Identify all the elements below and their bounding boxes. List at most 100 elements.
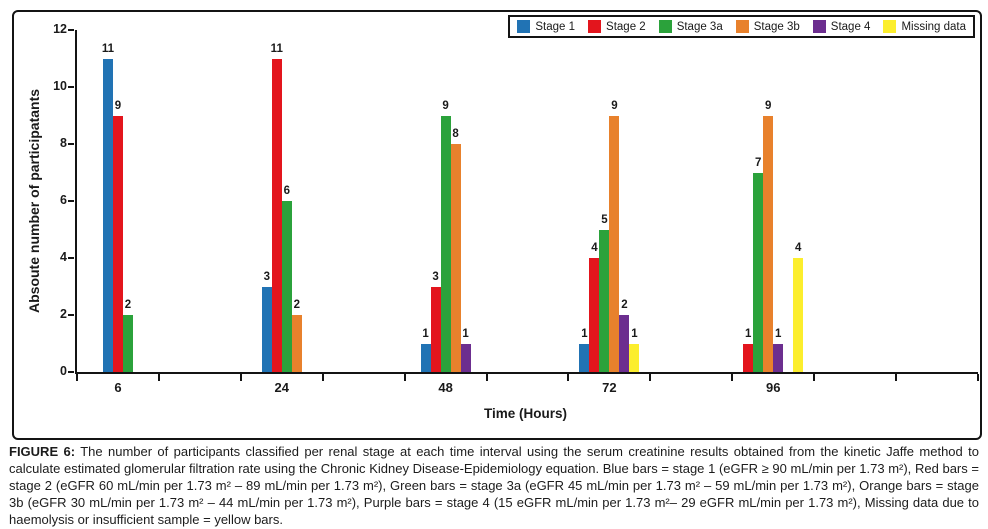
bar-value-label: 8 — [452, 128, 459, 140]
y-axis-tick — [68, 200, 74, 202]
x-axis-tick — [157, 374, 160, 381]
bar-value-label: 7 — [755, 156, 762, 169]
y-axis-tick — [68, 371, 74, 373]
x-axis-tick — [649, 374, 652, 381]
bar-value-label: 9 — [611, 99, 618, 112]
legend-item: Stage 1 — [517, 20, 575, 33]
x-axis-category-label: 6 — [114, 380, 122, 395]
y-axis-tick — [68, 29, 74, 31]
legend-label: Missing data — [901, 20, 966, 33]
y-axis-tick-label: 6 — [60, 193, 67, 207]
legend-item: Stage 3b — [735, 20, 800, 33]
bar-stage-2 — [430, 286, 441, 372]
y-axis-tick-label: 0 — [60, 364, 67, 378]
bar-stage-3b — [450, 144, 461, 372]
x-axis-tick — [239, 374, 242, 381]
bar-stage-2 — [743, 343, 754, 372]
x-axis-tick — [731, 374, 734, 381]
plot-area: 0 2 4 6 8 10 12 11 9 2 6 3 11 6 2 24 1 3 9 8 1 48 1 4 5 9 2 1 72 1 7 9 1… — [53, 22, 979, 395]
x-axis-category-label: 72 — [602, 380, 617, 395]
x-axis-tick — [76, 374, 78, 381]
legend-label: Stage 3a — [676, 20, 723, 33]
y-axis-tick-label: 12 — [53, 22, 67, 36]
bar-value-label: 5 — [601, 213, 608, 226]
bar-value-label: 11 — [270, 42, 283, 55]
bar-stage-1 — [261, 286, 272, 372]
x-axis-tick — [321, 374, 324, 381]
bar-stage-2 — [271, 58, 282, 372]
bar-value-label: 2 — [293, 299, 300, 311]
bar-value-label: 2 — [621, 299, 628, 311]
bar-stage-1 — [102, 58, 113, 372]
legend-label: Stage 3b — [753, 20, 800, 33]
x-axis-category-label: 24 — [274, 380, 289, 395]
bar-value-label: 4 — [591, 242, 598, 254]
bar-stage-3b — [609, 115, 620, 372]
bar-value-label: 1 — [775, 327, 782, 340]
legend-swatch-stage-4 — [812, 20, 826, 33]
bar-value-label: 1 — [462, 327, 469, 340]
bar-stage-4 — [460, 343, 471, 372]
legend-swatch-missing-data — [883, 20, 897, 33]
legend-item: Stage 4 — [812, 20, 871, 33]
bar-value-label: 1 — [631, 327, 638, 340]
y-axis-tick — [68, 143, 74, 145]
legend-item: Stage 3a — [658, 20, 723, 33]
y-axis-tick-label: 4 — [60, 250, 67, 264]
y-axis-tick — [68, 86, 74, 88]
bar-value-label: 6 — [283, 185, 290, 197]
legend-swatch-stage-1 — [517, 20, 531, 33]
bar-value-label: 2 — [124, 299, 132, 311]
bar-stage-1 — [420, 343, 431, 372]
legend-swatch-stage-3b — [735, 20, 749, 33]
legend-label: Stage 1 — [535, 20, 576, 33]
x-axis-tick — [895, 374, 898, 381]
bar-value-label: 1 — [422, 327, 429, 340]
y-axis-tick-label: 10 — [53, 79, 67, 93]
bar-stage-4 — [773, 343, 784, 372]
bar-stage-1 — [579, 343, 590, 372]
x-axis-category-label: 96 — [765, 380, 781, 395]
bar-stage-3a — [122, 315, 133, 372]
bar-value-label: 9 — [114, 99, 122, 112]
bar-value-label: 3 — [263, 270, 270, 283]
bar-value-label: 11 — [101, 42, 115, 55]
legend-item: Missing data — [883, 20, 966, 33]
caption-text: The number of participants classified pe… — [9, 444, 979, 527]
legend-item: Stage 2 — [588, 20, 646, 33]
bar-value-label: 9 — [442, 99, 449, 112]
chart-frame: Stage 1 Stage 2 Stage 3a Stage 3b Stage 4 Mis… — [12, 10, 982, 440]
bar-value-label: 1 — [745, 327, 752, 340]
bar-stage-3b — [291, 315, 302, 372]
legend-label: Stage 2 — [606, 20, 646, 33]
y-axis-tick — [68, 314, 74, 316]
x-axis-tick — [485, 374, 488, 381]
x-axis-tick — [813, 374, 816, 381]
legend-label: Stage 4 — [830, 20, 871, 33]
bar-stage-3a — [281, 201, 292, 372]
figure-caption: FIGURE 6: The number of participants cla… — [9, 444, 979, 529]
legend-swatch-stage-3a — [658, 20, 672, 33]
x-axis-category-label: 48 — [438, 380, 453, 395]
x-axis-tick — [403, 374, 406, 381]
bar-value-label: 1 — [581, 327, 588, 340]
bar-value-label: 3 — [432, 270, 439, 283]
x-axis-tick — [567, 374, 570, 381]
bar-stage-3a — [753, 172, 764, 372]
y-axis-tick — [68, 257, 74, 259]
bar-stage-2 — [589, 258, 600, 372]
bar-stage-4 — [619, 315, 630, 372]
x-axis-title: Time (Hours) — [483, 406, 567, 421]
x-axis-tick — [977, 374, 979, 381]
y-axis-tick-label: 8 — [60, 136, 67, 150]
legend: Stage 1 Stage 2 Stage 3a Stage 3b Stage 4 Mis… — [508, 15, 975, 38]
bar-missing-data — [793, 258, 804, 372]
bar-stage-3a — [440, 115, 451, 372]
bar-stage-3a — [599, 229, 610, 372]
legend-swatch-stage-2 — [588, 20, 602, 33]
bar-stage-3b — [763, 115, 774, 372]
bar-value-label: 4 — [795, 242, 802, 254]
bar-missing-data — [629, 343, 640, 372]
bar-value-label: 9 — [765, 99, 772, 112]
